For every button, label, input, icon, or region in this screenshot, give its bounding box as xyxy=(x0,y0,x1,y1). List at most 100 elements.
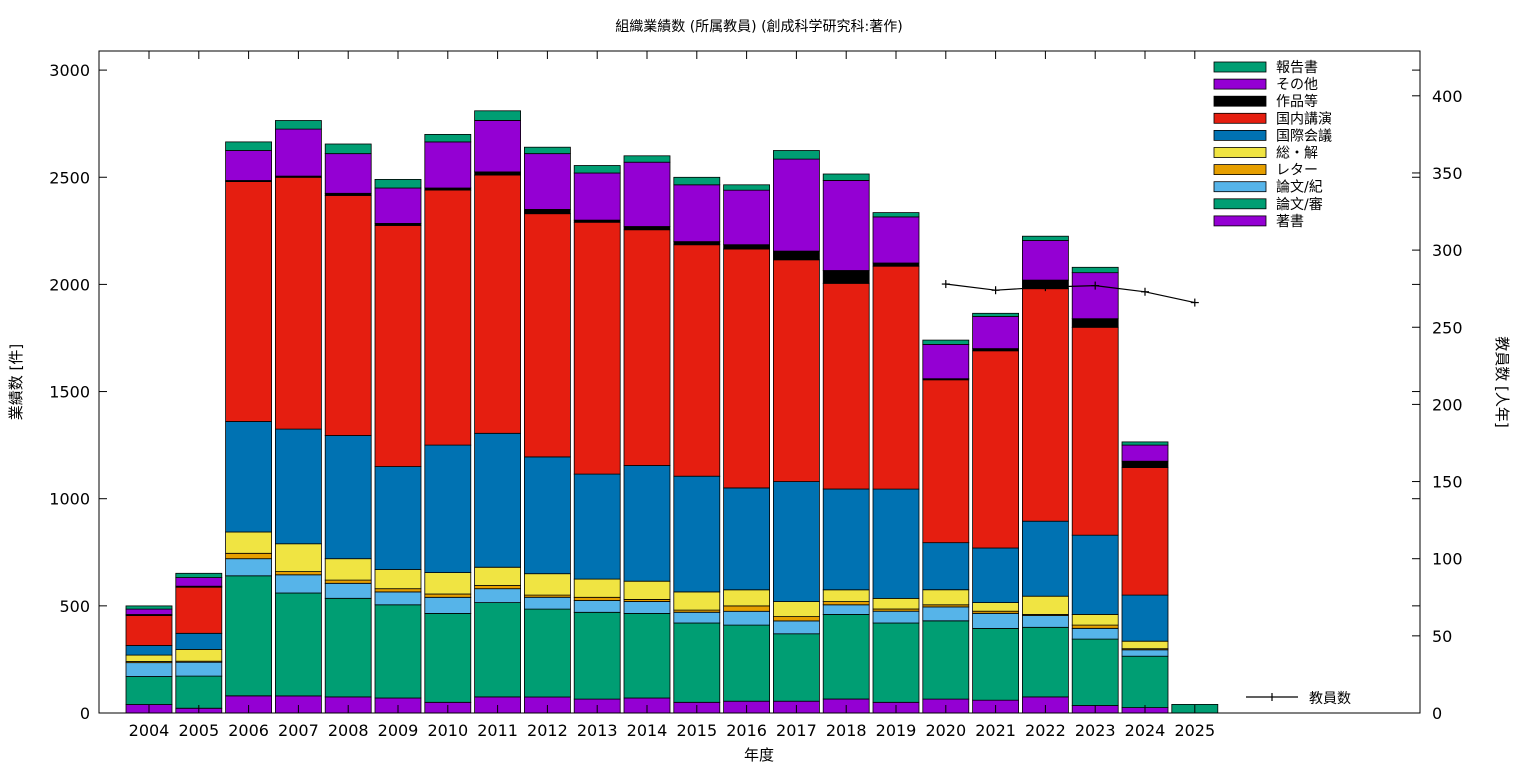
bar-2018-s2 xyxy=(822,604,870,615)
bar-2008-s1 xyxy=(324,597,372,698)
bar-2014-s2 xyxy=(623,601,671,614)
bar-2012-s5 xyxy=(524,456,571,575)
x-tick-label-2004: 2004 xyxy=(129,721,170,740)
x-tick-label-2010: 2010 xyxy=(427,721,468,740)
bar-2005-s8 xyxy=(175,577,223,587)
bar-2023-s6 xyxy=(1071,326,1119,536)
bar-2013-s5 xyxy=(573,473,621,580)
y2-tick-label-300: 300 xyxy=(1432,241,1463,260)
line-point-2020 xyxy=(941,280,950,289)
bar-2004-s6 xyxy=(125,615,173,646)
bar-2021-s6 xyxy=(972,350,1019,549)
bar-2005-s1 xyxy=(175,675,223,709)
x-tick-label-2007: 2007 xyxy=(278,721,319,740)
bar-2017-s7 xyxy=(773,250,820,261)
bar-2024-s8 xyxy=(1121,444,1169,462)
bar-2011-s2 xyxy=(474,588,522,604)
bar-2013-s4 xyxy=(573,578,621,598)
legend-swatch-0 xyxy=(1213,61,1267,73)
legend-swatch-3 xyxy=(1213,112,1267,124)
x-tick-label-2012: 2012 xyxy=(527,721,568,740)
bars xyxy=(125,110,1219,714)
x-tick-label-2018: 2018 xyxy=(826,721,867,740)
bar-2006-s1 xyxy=(225,575,273,697)
chart-title: 組織業績数 (所属教員) (創成科学研究科:著作) xyxy=(615,19,902,35)
bar-2013-s9 xyxy=(573,165,621,174)
legend-label-3: 国内講演 xyxy=(1276,111,1332,127)
bar-2016-s6 xyxy=(723,248,770,489)
bar-2020-s5 xyxy=(922,542,970,591)
y-axis-title: 業績数 [件] xyxy=(7,344,25,420)
y2-tick-label-100: 100 xyxy=(1432,550,1463,569)
line-point-2024 xyxy=(1141,287,1149,296)
bar-2013-s6 xyxy=(573,221,621,475)
bar-2005-s9 xyxy=(175,572,223,578)
line-series-path xyxy=(945,283,1195,304)
bar-2009-s3 xyxy=(374,588,422,593)
x-tick-label-2006: 2006 xyxy=(228,721,269,740)
bar-2016-s2 xyxy=(723,610,770,626)
bar-2006-s4 xyxy=(225,531,273,554)
legend-swatch-4 xyxy=(1213,129,1267,141)
bar-2019-s3 xyxy=(872,608,920,612)
legend-label-1: その他 xyxy=(1276,77,1318,93)
bar-2005-s6 xyxy=(175,586,223,634)
bar-2015-s1 xyxy=(673,622,721,703)
y-tick-label-2000: 2000 xyxy=(49,275,90,294)
bar-2009-s5 xyxy=(374,466,422,570)
x-tick-label-2025: 2025 xyxy=(1174,721,1215,740)
bar-2017-s4 xyxy=(773,601,820,617)
legend-label-0: 報告書 xyxy=(1276,60,1318,76)
line-point-2022 xyxy=(1041,283,1050,292)
bar-2007-s9 xyxy=(274,120,322,130)
bar-2005-s5 xyxy=(175,632,223,650)
legend-swatch-2 xyxy=(1213,95,1267,107)
bar-2008-s2 xyxy=(324,582,372,599)
bar-2009-s1 xyxy=(374,604,422,699)
x-tick-label-2017: 2017 xyxy=(776,721,817,740)
y2-tick-label-250: 250 xyxy=(1432,318,1463,337)
bar-2005-s4 xyxy=(175,649,223,662)
bar-2012-s9 xyxy=(524,146,571,154)
x-tick-label-2009: 2009 xyxy=(378,721,419,740)
bar-2006-s8 xyxy=(225,150,273,181)
bar-2024-s6 xyxy=(1121,467,1169,596)
bar-2012-s2 xyxy=(524,596,571,610)
y-tick-label-2500: 2500 xyxy=(49,168,90,187)
bar-2010-s9 xyxy=(424,133,472,143)
bar-2010-s6 xyxy=(424,189,472,446)
bar-2004-s2 xyxy=(125,662,173,677)
bar-2010-s3 xyxy=(424,593,472,598)
x-tick-label-2013: 2013 xyxy=(577,721,618,740)
bar-2024-s5 xyxy=(1121,594,1169,642)
bar-2022-s4 xyxy=(1022,595,1069,615)
bar-2008-s3 xyxy=(324,579,372,584)
legend-swatch-8 xyxy=(1213,198,1267,210)
bar-2011-s5 xyxy=(474,432,522,568)
bar-2023-s1 xyxy=(1071,638,1119,706)
legend-label-2: 作品等 xyxy=(1276,93,1318,110)
legend-label-line: 教員数 xyxy=(1309,691,1351,707)
bar-2008-s4 xyxy=(324,558,372,581)
bar-2006-s2 xyxy=(225,558,273,577)
bar-2007-s1 xyxy=(274,592,322,697)
bar-2018-s4 xyxy=(822,589,870,602)
bar-2010-s8 xyxy=(424,141,472,189)
x-tick-label-2008: 2008 xyxy=(328,721,369,740)
bar-2019-s9 xyxy=(872,212,920,218)
legend-label-5: 総・解 xyxy=(1276,146,1318,162)
bar-2010-s1 xyxy=(424,613,472,703)
bar-2012-s4 xyxy=(524,573,571,596)
y2-tick-label-400: 400 xyxy=(1432,87,1463,106)
bar-2013-s1 xyxy=(573,611,621,700)
bar-2009-s6 xyxy=(374,225,422,468)
y-tick-label-3000: 3000 xyxy=(49,61,90,80)
bar-2011-s6 xyxy=(474,174,522,434)
bar-2010-s5 xyxy=(424,444,472,574)
bar-2024-s1 xyxy=(1121,655,1169,709)
bar-2012-s7 xyxy=(524,208,571,215)
bar-2018-s8 xyxy=(822,180,870,271)
bar-2021-s7 xyxy=(972,348,1019,352)
x-tick-label-2022: 2022 xyxy=(1025,721,1066,740)
